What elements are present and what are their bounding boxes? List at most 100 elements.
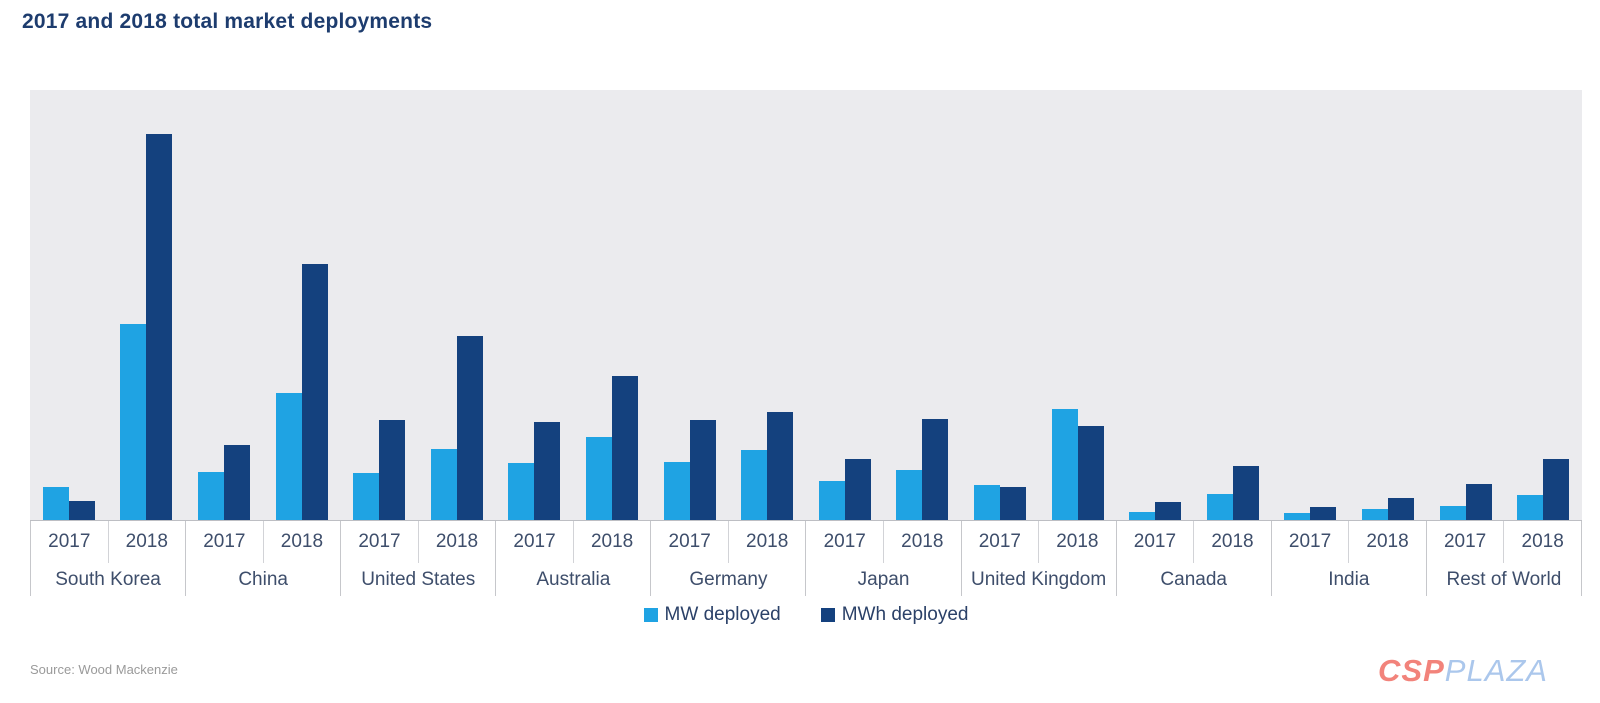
- bar-mwh: [1310, 507, 1337, 520]
- year-label: 2017: [668, 531, 711, 552]
- year-label: 2018: [883, 521, 961, 563]
- country-column: [1116, 90, 1271, 520]
- country-column: [496, 90, 651, 520]
- bar-mw: [42, 487, 69, 520]
- legend-item-mw: MW deployed: [643, 604, 781, 626]
- x-axis: 2017 2018 South Korea 2017 2018 China 2017 2018…: [30, 520, 1582, 596]
- bar-mw: [974, 485, 1001, 520]
- year-label-row: 2017 2018: [1427, 521, 1581, 563]
- year-label: 2017: [203, 531, 246, 552]
- bar-mwh: [844, 459, 871, 520]
- bar-mw: [1362, 509, 1389, 520]
- country-column: [30, 90, 185, 520]
- year-bar-group: [728, 90, 806, 520]
- year-label: 2017: [48, 531, 91, 552]
- country-column: [1427, 90, 1582, 520]
- country-label: Canada: [1160, 568, 1227, 590]
- bar-mwh: [379, 420, 406, 520]
- year-label-row: 2017 2018: [1117, 521, 1271, 563]
- year-bar-group: [884, 90, 962, 520]
- bar-mwh: [689, 420, 716, 520]
- source-text: Source: Wood Mackenzie: [30, 662, 178, 677]
- year-bar-group: [1349, 90, 1427, 520]
- bar-mwh: [456, 336, 483, 520]
- year-bar-group: [496, 90, 574, 520]
- country-column: [1272, 90, 1427, 520]
- bar-mwh: [1000, 487, 1027, 520]
- plot-area: [30, 90, 1582, 520]
- bar-mwh: [922, 419, 949, 520]
- year-bar-group: [1427, 90, 1505, 520]
- year-bar-group: [806, 90, 884, 520]
- year-bar-group: [30, 90, 108, 520]
- bar-mw: [120, 324, 147, 520]
- year-bar-group: [340, 90, 418, 520]
- bar-mw: [1129, 512, 1156, 520]
- bar-mwh: [146, 134, 173, 520]
- year-label: 2017: [978, 531, 1021, 552]
- axis-country-cell: 2017 2018 Rest of World: [1427, 521, 1582, 596]
- year-label: 2018: [1193, 521, 1271, 563]
- year-bar-group: [1272, 90, 1350, 520]
- bar-mw: [1284, 513, 1311, 520]
- country-label: Germany: [689, 568, 768, 590]
- country-label: China: [238, 568, 288, 590]
- axis-country-cell: 2017 2018 China: [186, 521, 342, 596]
- year-label: 2017: [1133, 531, 1177, 552]
- country-column: [806, 90, 961, 520]
- year-label-row: 2017 2018: [806, 521, 960, 563]
- year-label: 2018: [572, 521, 651, 563]
- bar-mw: [430, 449, 457, 520]
- bar-mw: [818, 481, 845, 520]
- legend-swatch-mwh: [820, 608, 835, 622]
- year-bar-group: [961, 90, 1039, 520]
- year-label: 2017: [823, 531, 866, 552]
- country-column: [340, 90, 495, 520]
- year-label-row: 2017 2018: [341, 521, 495, 563]
- country-label: South Korea: [55, 568, 161, 590]
- year-bar-group: [263, 90, 341, 520]
- year-label: 2018: [1348, 521, 1426, 563]
- bar-mwh: [1465, 484, 1492, 520]
- axis-country-cell: 2017 2018 Australia: [496, 521, 652, 596]
- year-label: 2017: [1288, 531, 1332, 552]
- bar-mwh: [1155, 502, 1182, 520]
- year-bar-group: [418, 90, 496, 520]
- bar-mwh: [1232, 466, 1259, 520]
- year-label: 2017: [358, 531, 401, 552]
- axis-country-cell: 2017 2018 United Kingdom: [962, 521, 1117, 596]
- year-label-row: 2017 2018: [186, 521, 340, 563]
- country-column: [185, 90, 340, 520]
- year-label: 2017: [1443, 531, 1487, 552]
- year-bar-group: [1504, 90, 1582, 520]
- legend-label-mwh: MWh deployed: [841, 604, 969, 625]
- chart-title: 2017 and 2018 total market deployments: [22, 10, 433, 33]
- legend-swatch-mw: [643, 608, 658, 622]
- country-label: United States: [361, 568, 476, 590]
- bar-mw: [1439, 506, 1466, 520]
- bar-mw: [663, 462, 690, 520]
- chart: 2017 2018 South Korea 2017 2018 China 2017 2018…: [30, 90, 1582, 627]
- bar-mw: [896, 470, 923, 520]
- bar-mw: [586, 437, 613, 520]
- country-label: Australia: [536, 568, 611, 590]
- csp-plaza-logo: CSPPLAZA: [1378, 653, 1548, 689]
- legend-item-mwh: MWh deployed: [820, 604, 969, 626]
- year-label-row: 2017 2018: [962, 521, 1116, 563]
- bar-mwh: [612, 376, 639, 520]
- country-label: Japan: [857, 568, 910, 590]
- year-bar-group: [1039, 90, 1117, 520]
- year-bar-group: [108, 90, 186, 520]
- bar-mw: [275, 393, 302, 520]
- country-label: India: [1328, 568, 1370, 590]
- country-label: Rest of World: [1446, 568, 1562, 590]
- bar-mwh: [68, 501, 95, 520]
- axis-country-cell: 2017 2018 United States: [341, 521, 497, 596]
- bar-mwh: [534, 422, 561, 520]
- bar-mwh: [1388, 498, 1415, 520]
- logo-plaza: PLAZA: [1444, 653, 1548, 688]
- axis-country-cell: 2017 2018 India: [1272, 521, 1427, 596]
- year-label: 2018: [107, 521, 186, 563]
- year-label-row: 2017 2018: [1272, 521, 1426, 563]
- country-column: [961, 90, 1116, 520]
